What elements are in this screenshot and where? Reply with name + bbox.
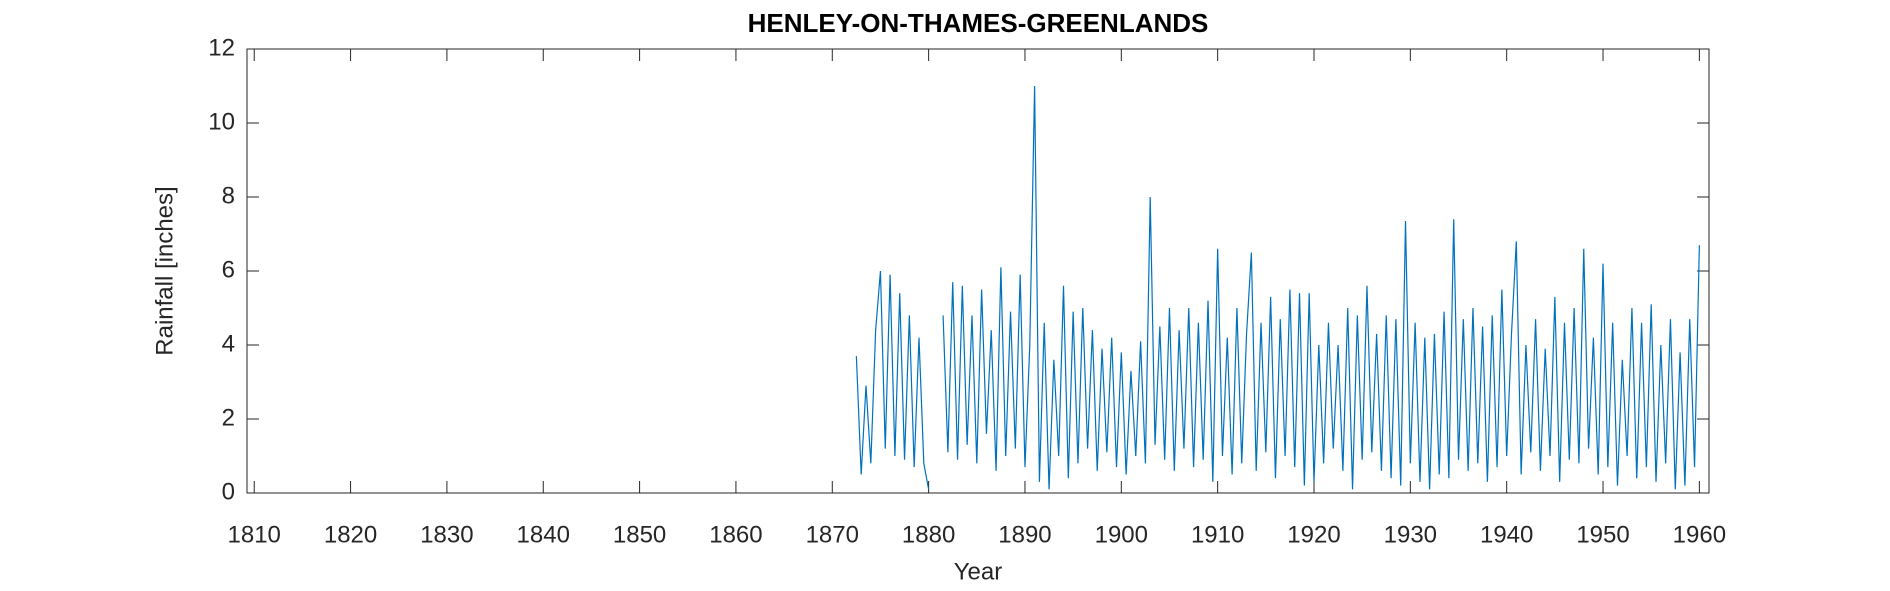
x-tick-label: 1940 xyxy=(1480,521,1533,548)
y-tick-label: 12 xyxy=(208,34,235,61)
x-tick-label: 1910 xyxy=(1191,521,1244,548)
chart-title: HENLEY-ON-THAMES-GREENLANDS xyxy=(748,8,1209,38)
x-tick-label: 1950 xyxy=(1576,521,1629,548)
x-tick-label: 1850 xyxy=(613,521,666,548)
x-tick-label: 1820 xyxy=(324,521,377,548)
x-tick-label: 1880 xyxy=(902,521,955,548)
y-axis-label: Rainfall [inches] xyxy=(151,186,178,355)
x-tick-label: 1920 xyxy=(1287,521,1340,548)
y-tick-label: 10 xyxy=(208,108,235,135)
y-tick-label: 8 xyxy=(222,182,235,209)
x-tick-label: 1870 xyxy=(806,521,859,548)
data-line xyxy=(855,85,1700,490)
x-tick-label: 1890 xyxy=(998,521,1051,548)
x-tick-label: 1960 xyxy=(1673,521,1726,548)
y-tick-label: 2 xyxy=(222,404,235,431)
y-tick-label: 4 xyxy=(222,330,235,357)
y-tick-label: 6 xyxy=(222,256,235,283)
x-tick-label: 1930 xyxy=(1384,521,1437,548)
x-tick-label: 1860 xyxy=(709,521,762,548)
x-tick-label: 1830 xyxy=(420,521,473,548)
x-tick-label: 1900 xyxy=(1095,521,1148,548)
y-tick-label: 0 xyxy=(222,478,235,505)
x-tick-label: 1840 xyxy=(517,521,570,548)
x-tick-label: 1810 xyxy=(228,521,281,548)
x-axis-label: Year xyxy=(954,558,1003,585)
